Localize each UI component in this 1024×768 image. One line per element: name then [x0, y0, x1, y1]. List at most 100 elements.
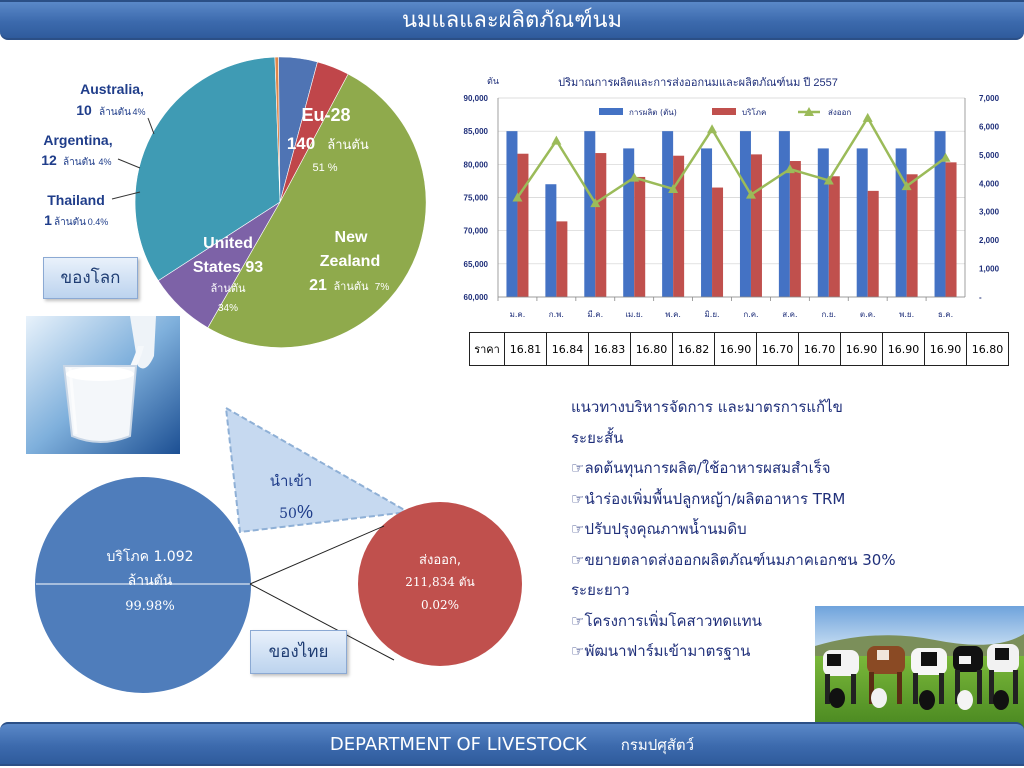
y2-tick-label: 4,000: [979, 179, 1000, 188]
production-export-chart: ปริมาณการผลิตและการส่งออกนมและผลิตภัณฑ์น…: [464, 76, 1000, 319]
bar-production: [895, 148, 907, 297]
argentina-name: Argentina,: [43, 132, 112, 148]
short-term-item: ☞ลดต้นทุนการผลิต/ใช้อาหารผสมสำเร็จ: [571, 459, 831, 477]
import-pct-num: 50: [279, 506, 297, 522]
x-tick-label: พ.ย.: [899, 310, 914, 319]
eu-unit: ล้านตัน: [327, 137, 369, 152]
measures-heading: แนวทางบริหารจัดการ และมาตรการแก้ไข: [571, 398, 843, 416]
bar-consumption: [750, 154, 762, 297]
price-cell: 16.81: [504, 332, 547, 366]
export-point: [629, 172, 640, 182]
long-term-heading: ระยะยาว: [571, 581, 630, 599]
chart-export-line: [512, 112, 951, 208]
short-term-item: ☞ปรับปรุงคุณภาพน้ำนมดิบ: [571, 520, 747, 538]
bar-production: [545, 184, 557, 297]
x-tick-label: มี.ค.: [587, 310, 603, 319]
y2-tick-label: 1,000: [979, 265, 1000, 274]
australia-unit: ล้านตัน: [99, 106, 131, 118]
price-cell: 16.90: [840, 332, 883, 366]
milk-glass-photo: [26, 316, 180, 454]
thailand-unit: ล้านตัน: [54, 216, 86, 228]
y2-tick-label: 5,000: [979, 151, 1000, 160]
pie-slice-0: [207, 73, 427, 348]
footer-banner: DEPARTMENT OF LIVESTOCK กรมปศุสัตว์: [0, 722, 1024, 766]
chart-y-unit: ตัน: [487, 76, 499, 86]
export-point: [512, 192, 523, 202]
x-tick-label: มิ.ย.: [705, 310, 720, 319]
export-point: [784, 164, 795, 174]
export-point: [590, 198, 601, 208]
us-name-2: States 93: [193, 259, 263, 276]
export-point: [707, 124, 718, 134]
footer-department: DEPARTMENT OF LIVESTOCK: [329, 734, 587, 755]
thailand-name: Thailand: [47, 192, 105, 208]
y-tick-label: 85,000: [464, 127, 489, 136]
consume-title: บริโภค 1.092: [106, 548, 193, 565]
bar-production: [856, 148, 868, 297]
price-row: ราคา 16.81 16.84 16.83 16.80 16.82 16.90 16.70…: [469, 332, 1009, 366]
bar-consumption: [867, 190, 879, 297]
bar-production: [701, 148, 713, 297]
short-term-item: ☞ขยายตลาดส่งออกผลิตภัณฑ์นมภาคเอกชน 30%: [571, 550, 896, 569]
long-term-item: ☞พัฒนาฟาร์มเข้ามาตรฐาน: [571, 642, 751, 660]
bar-production: [506, 131, 518, 297]
connector-line: [249, 583, 395, 661]
y2-tick-label: 7,000: [979, 94, 1000, 103]
x-tick-label: ม.ค.: [510, 310, 526, 319]
price-cell: 16.83: [588, 332, 631, 366]
bar-consumption: [595, 153, 607, 297]
x-tick-label: พ.ค.: [665, 310, 681, 319]
pie-slice-5: [279, 61, 349, 203]
y-tick-label: 80,000: [464, 160, 489, 169]
y2-tick-label: 2,000: [979, 236, 1000, 245]
x-tick-label: เม.ย.: [625, 310, 643, 319]
bar-consumption: [634, 176, 646, 297]
bar-consumption: [517, 153, 529, 297]
short-term-heading: ระยะสั้น: [571, 428, 624, 447]
y-tick-label: 65,000: [464, 260, 489, 269]
pie-slice-2: [134, 56, 281, 282]
x-tick-label: ส.ค.: [782, 310, 797, 319]
chart-gridlines: [498, 97, 965, 298]
callout-line-argentina: [117, 158, 141, 169]
legend-swatch: [712, 108, 736, 115]
callout-line-thailand: [111, 191, 141, 200]
nz-name-2: Zealand: [320, 253, 380, 270]
import-pct-sign: %: [297, 502, 313, 522]
thailand-pct: 0.4%: [88, 217, 109, 227]
export-point: [745, 189, 756, 199]
bar-consumption: [828, 176, 840, 297]
thailand-value: 1: [44, 212, 52, 228]
eu-name: Eu-28: [301, 105, 350, 125]
import-title: นำเข้า: [270, 472, 312, 490]
pointing-hand-icon: ☞: [571, 459, 585, 477]
bar-consumption: [673, 155, 685, 297]
argentina-pct: 4%: [98, 157, 111, 167]
export-point: [551, 135, 562, 145]
argentina-value: 12: [41, 152, 57, 168]
legend-swatch: [599, 108, 623, 115]
nz-pct: 7%: [375, 282, 390, 293]
page-title: นมแลและผลิตภัณฑ์นม: [401, 8, 623, 33]
price-cell: 16.70: [798, 332, 841, 366]
bar-consumption: [556, 221, 568, 297]
page-title-banner: นมแลและผลิตภัณฑ์นม: [0, 0, 1024, 40]
bar-consumption: [712, 187, 724, 297]
bar-production: [934, 131, 946, 297]
consume-unit: ล้านตัน: [128, 573, 173, 589]
price-label: ราคา: [469, 332, 505, 366]
y2-tick-label: -: [979, 293, 982, 302]
pointing-hand-icon: ☞: [571, 642, 585, 660]
x-tick-label: ก.ย.: [821, 310, 836, 319]
bar-consumption: [945, 162, 957, 297]
price-cell: 16.70: [756, 332, 799, 366]
export-value: 211,834 ตัน: [405, 575, 474, 589]
connector-line: [249, 525, 385, 585]
pointing-hand-icon: ☞: [571, 611, 585, 630]
price-cell: 16.90: [924, 332, 967, 366]
chart-bars: [506, 131, 957, 297]
export-point: [940, 152, 951, 162]
footer-thai-name: กรมปศุสัตว์: [620, 736, 695, 754]
us-name-1: United: [203, 235, 253, 252]
legend-label: การผลิต (ตัน): [629, 108, 677, 117]
